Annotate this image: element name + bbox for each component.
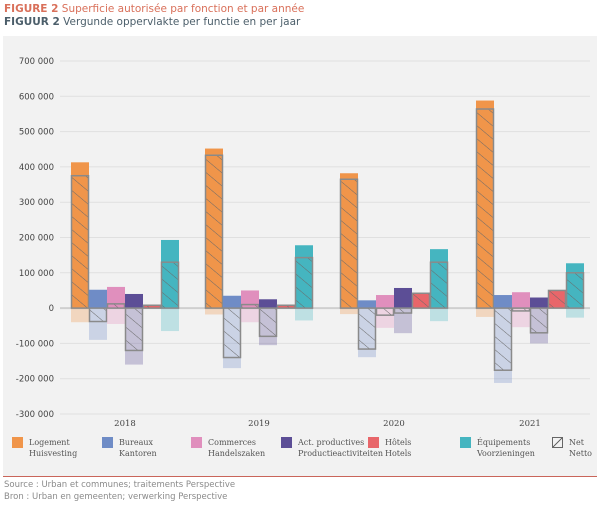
- bar-gross-negative: [340, 308, 358, 315]
- legend-swatch: [191, 437, 202, 448]
- bar-gross-positive: [494, 295, 512, 309]
- bar-gross-positive: [358, 300, 376, 309]
- y-tick-label: 200 000: [19, 234, 54, 244]
- bar-net: [124, 307, 144, 352]
- bar-net: [375, 307, 395, 316]
- bar-net: [88, 307, 108, 323]
- bar-gross-negative: [566, 308, 584, 318]
- bar-net: [565, 272, 585, 309]
- bar-gross-negative: [241, 308, 259, 323]
- x-tick-label: 2020: [383, 419, 405, 429]
- source-nl: Bron : Urban en gemeenten; verwerking Pe…: [4, 492, 228, 502]
- legend-swatch: [460, 437, 471, 448]
- source-fr: Source : Urban et communes; traitements …: [4, 480, 236, 490]
- legend-swatch: [368, 437, 379, 448]
- bar-gross-negative: [161, 308, 179, 332]
- bar-net: [393, 307, 413, 314]
- legend-swatch: [552, 437, 563, 448]
- legend-label-nl: Netto: [569, 449, 592, 458]
- legend-item: Net Netto: [552, 437, 592, 459]
- y-tick-label: 600 000: [19, 92, 54, 102]
- legend-label-nl: Productieactiviteiten: [298, 449, 383, 458]
- bar-gross-positive: [241, 290, 259, 309]
- bar-gross-negative: [512, 308, 530, 328]
- legend-item: Équipements Voorzieningen: [460, 437, 535, 459]
- bar-net: [276, 304, 296, 309]
- legend-label-fr: Commerces: [208, 438, 256, 447]
- bar-gross-positive: [376, 295, 394, 309]
- bar-net: [411, 292, 431, 309]
- legend-label-fr: Hôtels: [385, 438, 412, 447]
- legend-label-nl: Kantoren: [119, 449, 157, 458]
- bar-net: [429, 261, 449, 309]
- y-tick-label: 400 000: [19, 163, 54, 173]
- legend-item: Act. productives Productieactiviteiten: [281, 437, 383, 459]
- legend-label-fr: Net: [569, 438, 584, 447]
- legend-label-nl: Hotels: [385, 449, 412, 458]
- legend-label-fr: Logement: [29, 438, 70, 447]
- y-tick-label: -300 000: [16, 410, 54, 420]
- bar-gross-negative: [394, 308, 412, 334]
- legend-item: Commerces Handelszaken: [191, 437, 265, 459]
- title-nl: FIGUUR 2 Vergunde oppervlakte per functi…: [4, 16, 301, 28]
- bar-net: [142, 304, 162, 309]
- bar-net: [222, 307, 242, 359]
- bar-gross-positive: [223, 295, 241, 309]
- bar-gross-positive: [259, 299, 277, 309]
- legend-label-nl: Voorzieningen: [477, 449, 535, 458]
- bar-gross-negative: [71, 308, 89, 323]
- y-tick-label: 500 000: [19, 128, 54, 138]
- bar-gross-positive: [530, 297, 548, 309]
- title-fr: FIGURE 2 Superficie autorisée par foncti…: [4, 3, 305, 15]
- bar-gross-negative: [476, 308, 494, 317]
- legend-label-fr: Act. productives: [298, 438, 365, 447]
- bar-net: [547, 289, 567, 309]
- bar-net: [357, 307, 377, 350]
- legend-label-fr: Bureaux: [119, 438, 154, 447]
- bar-net: [493, 307, 513, 371]
- bar-net: [339, 178, 359, 309]
- legend-label-fr: Équipements: [477, 438, 531, 447]
- legend-swatch: [12, 437, 23, 448]
- bar-net: [160, 261, 180, 309]
- y-tick-label: -100 000: [16, 339, 54, 349]
- bar-net: [106, 303, 126, 309]
- legend-label-nl: Huisvesting: [29, 449, 78, 458]
- y-tick-label: 0: [49, 304, 54, 314]
- bar-net: [204, 154, 224, 309]
- bar-net: [294, 256, 314, 309]
- bar-gross-positive: [512, 292, 530, 309]
- x-tick-label: 2018: [114, 419, 136, 429]
- y-tick-label: 100 000: [19, 269, 54, 279]
- legend-item: Bureaux Kantoren: [102, 437, 157, 459]
- bar-gross-negative: [295, 308, 313, 321]
- bar-net: [529, 307, 549, 334]
- y-tick-label: 300 000: [19, 198, 54, 208]
- legend-label-nl: Handelszaken: [208, 449, 266, 458]
- bar-net: [475, 108, 495, 309]
- bar-gross-positive: [107, 286, 125, 309]
- bar-gross-negative: [205, 308, 223, 315]
- bar-gross-negative: [430, 308, 448, 322]
- legend-item: Hôtels Hotels: [368, 437, 411, 459]
- bar-net: [70, 174, 90, 309]
- y-tick-label: 700 000: [19, 57, 54, 67]
- bar-net: [258, 307, 278, 338]
- legend-swatch: [281, 437, 292, 448]
- bar-gross-positive: [394, 287, 412, 309]
- x-tick-label: 2021: [519, 419, 541, 429]
- bar-net: [240, 303, 260, 309]
- bar-gross-negative: [107, 308, 125, 324]
- bar-net: [511, 307, 531, 312]
- bar-gross-positive: [125, 293, 143, 309]
- y-tick-label: -200 000: [16, 375, 54, 385]
- bar-gross-positive: [89, 289, 107, 309]
- x-tick-label: 2019: [248, 419, 270, 429]
- legend-swatch: [102, 437, 113, 448]
- legend-item: Logement Huisvesting: [12, 437, 77, 459]
